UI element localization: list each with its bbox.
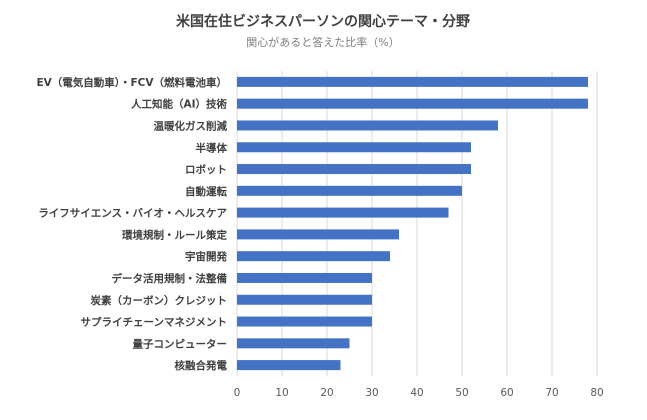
category-label: 宇宙開発	[185, 250, 227, 263]
category-label: ロボット	[185, 163, 227, 176]
x-tick-label: 50	[455, 387, 468, 399]
category-labels: EV（電気自動車）・FCV（燃料電池車） 人工知能（AI）技術温暖化ガス削減半導体…	[36, 76, 227, 372]
category-label: 炭素（カーボン）クレジット	[91, 294, 228, 307]
category-label: 自動運転	[185, 185, 227, 198]
bar	[237, 120, 498, 131]
x-tick-label: 80	[590, 387, 603, 399]
bar	[237, 338, 350, 349]
bar	[237, 185, 462, 196]
category-label: EV（電気自動車）・FCV（燃料電池車）	[36, 76, 227, 89]
bar	[237, 316, 372, 327]
x-tick-label: 10	[275, 387, 288, 399]
category-label: データ活用規制・法整備	[112, 272, 228, 285]
bars	[237, 76, 588, 371]
category-label: 核融合発電	[175, 359, 228, 372]
bar	[237, 360, 341, 371]
chart-subtitle: 関心があると答えた比率（%）	[246, 35, 399, 49]
bar	[237, 294, 372, 305]
bar	[237, 207, 449, 218]
bar	[237, 142, 471, 153]
bar	[237, 229, 399, 240]
category-label: 人工知能（AI）技術	[131, 98, 228, 111]
bar	[237, 272, 372, 283]
bar	[237, 76, 588, 87]
x-tick-label: 30	[365, 387, 378, 399]
x-tick-label: 0	[234, 387, 241, 399]
bar	[237, 98, 588, 109]
x-axis-ticks: 0 10 20 30 40 50 60 70 80	[234, 387, 604, 399]
category-label: 環境規制・ルール策定	[122, 228, 227, 241]
chart-title: 米国在住ビジネスパーソンの関心テーマ・分野	[176, 13, 470, 30]
category-label: 半導体	[196, 141, 228, 154]
x-tick-label: 70	[545, 387, 558, 399]
category-label: ライフサイエンス・バイオ・ヘルスケア	[38, 208, 227, 220]
bar	[237, 251, 390, 262]
gridlines	[236, 71, 598, 376]
category-label: 量子コンピューター	[133, 337, 228, 350]
category-label: サプライチェーンマネジメント	[81, 316, 227, 329]
bar	[237, 164, 471, 175]
x-tick-label: 40	[410, 387, 423, 399]
x-tick-label: 20	[320, 387, 333, 399]
category-label: 温暖化ガス削減	[154, 119, 228, 132]
x-tick-label: 60	[500, 387, 513, 399]
